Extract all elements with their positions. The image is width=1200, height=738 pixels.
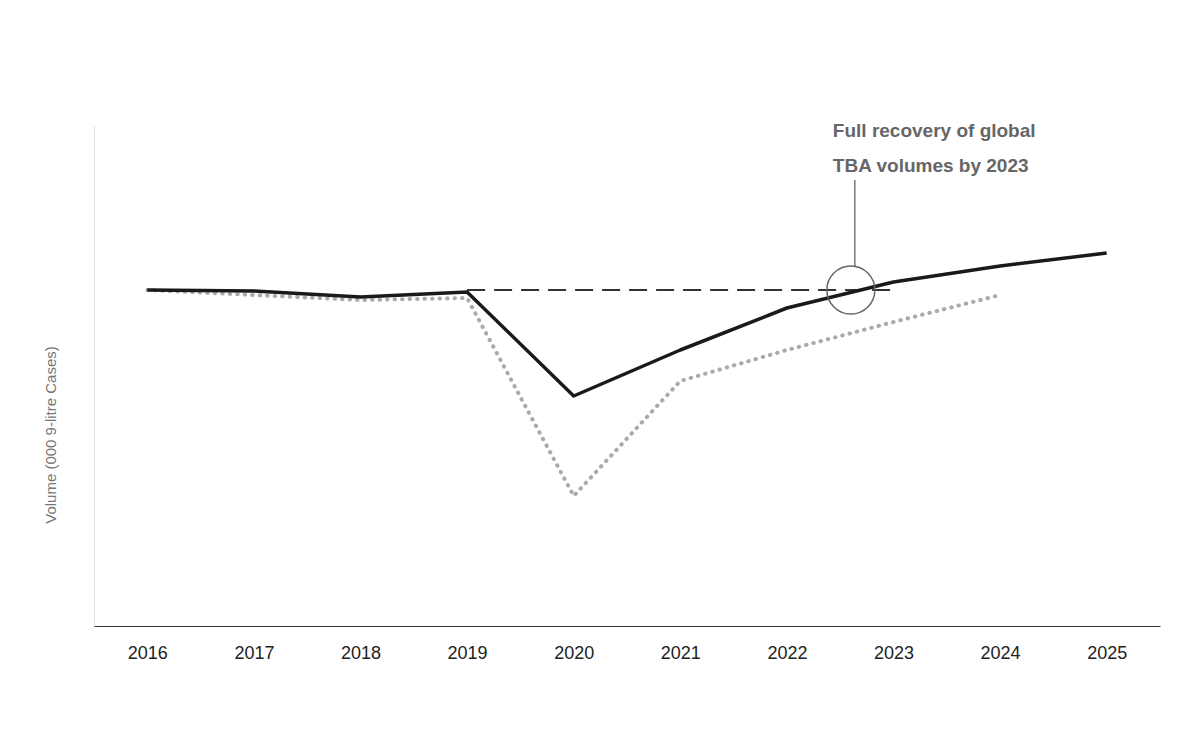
x-axis: 2016 2017 2018 2019 2020 2021 2022 2023 2024 2025 [95, 626, 1161, 663]
series-line [147, 290, 1000, 496]
x-tick: 2023 [874, 626, 914, 663]
y-axis-line [94, 127, 95, 627]
x-tick-label: 2020 [554, 643, 594, 663]
x-tick: 2017 [234, 626, 274, 663]
x-tick: 2021 [661, 626, 701, 663]
x-tick-label: 2018 [341, 643, 381, 663]
x-tick: 2024 [981, 626, 1021, 663]
annotation-text: TBA volumes by 2023 [833, 155, 1029, 176]
x-tick: 2019 [448, 626, 488, 663]
x-tick-label: 2023 [874, 643, 914, 663]
x-tick: 2025 [1087, 626, 1127, 663]
annotation-leader [854, 180, 855, 266]
x-tick: 2018 [341, 626, 381, 663]
x-tick: 2022 [767, 626, 807, 663]
series-line [147, 253, 1106, 396]
x-axis-line [95, 626, 1161, 627]
series-line [467, 289, 893, 291]
x-tick-label: 2021 [661, 643, 701, 663]
x-tick-label: 2019 [448, 643, 488, 663]
x-tick: 2020 [554, 626, 594, 663]
annotation-text: Full recovery of global [833, 120, 1036, 141]
x-tick-label: 2016 [128, 643, 168, 663]
x-tick: 2016 [128, 626, 168, 663]
annotation-circle [827, 266, 875, 314]
x-tick-label: 2024 [981, 643, 1021, 663]
x-tick-label: 2025 [1087, 643, 1127, 663]
x-tick-label: 2022 [767, 643, 807, 663]
y-axis [94, 127, 95, 627]
plot-area [147, 253, 1106, 496]
chart: 2016 2017 2018 2019 2020 2021 2022 2023 2024 2025… [0, 0, 1200, 738]
x-tick-label: 2017 [234, 643, 274, 663]
y-axis-title: Volume (000 9-litre Cases) [42, 346, 59, 524]
